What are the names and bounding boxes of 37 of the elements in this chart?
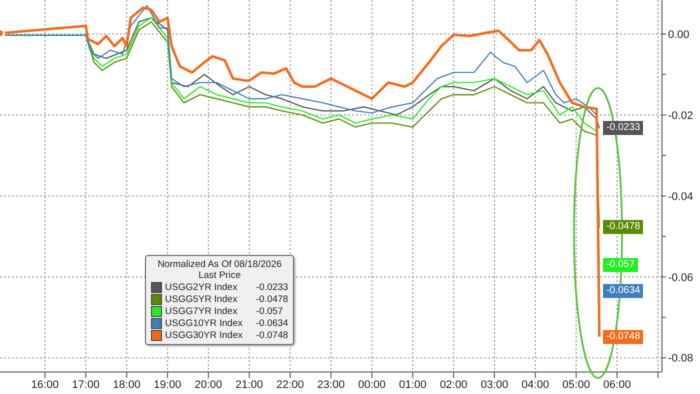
- x-tick-label: 16:00: [31, 378, 59, 391]
- legend-label: USGG5YR Index: [165, 294, 238, 304]
- x-tick-label: 04:00: [522, 378, 550, 391]
- x-tick-label: 22:00: [276, 378, 304, 391]
- data-label: -0.0233: [603, 121, 644, 136]
- annotation: Last Price: [197, 270, 242, 281]
- x-tick-label: 17:00: [72, 378, 100, 391]
- legend-label: USGG7YR Index: [165, 306, 238, 316]
- text: -0.0478: [256, 294, 288, 304]
- x-tick-label: 18:00: [112, 378, 140, 391]
- y-tick-label: -0.04: [668, 190, 694, 203]
- data-label: -0.0478: [603, 220, 644, 234]
- x-tick-label: 03:00: [480, 378, 508, 391]
- legend-label: USGG10YR Index: [165, 318, 244, 328]
- x-tick-label: 02:00: [440, 378, 468, 391]
- text: -0.0233: [256, 282, 288, 292]
- x-tick-label: 01:00: [398, 378, 426, 391]
- text: -0.0634: [256, 318, 288, 328]
- text: -0.057: [256, 306, 283, 316]
- y-tick-label: 0.00: [668, 28, 690, 41]
- legend-label: USGG2YR Index: [165, 282, 238, 292]
- data-label: -0.0634: [603, 284, 644, 298]
- x-tick-label: 20:00: [194, 378, 222, 391]
- y-tick-label: -0.08: [668, 352, 694, 365]
- data-label: -0.0748: [603, 330, 644, 344]
- x-tick-label: 19:00: [154, 378, 182, 391]
- legend-title: Normalized As Of 08/18/2026: [156, 259, 283, 270]
- data-label: -0.057: [603, 258, 638, 272]
- y-tick-label: -0.06: [668, 272, 694, 284]
- x-tick-label: 05:00: [562, 378, 590, 391]
- x-tick-label: 23:00: [317, 378, 345, 391]
- x-tick-label: 21:00: [236, 378, 264, 391]
- legend-label: USGG30YR Index: [165, 330, 244, 340]
- text: -0.0748: [256, 330, 288, 340]
- y-tick-label: -0.02: [668, 110, 694, 122]
- x-tick-label: 06:00: [603, 378, 631, 391]
- x-tick-label: 00:00: [358, 378, 386, 391]
